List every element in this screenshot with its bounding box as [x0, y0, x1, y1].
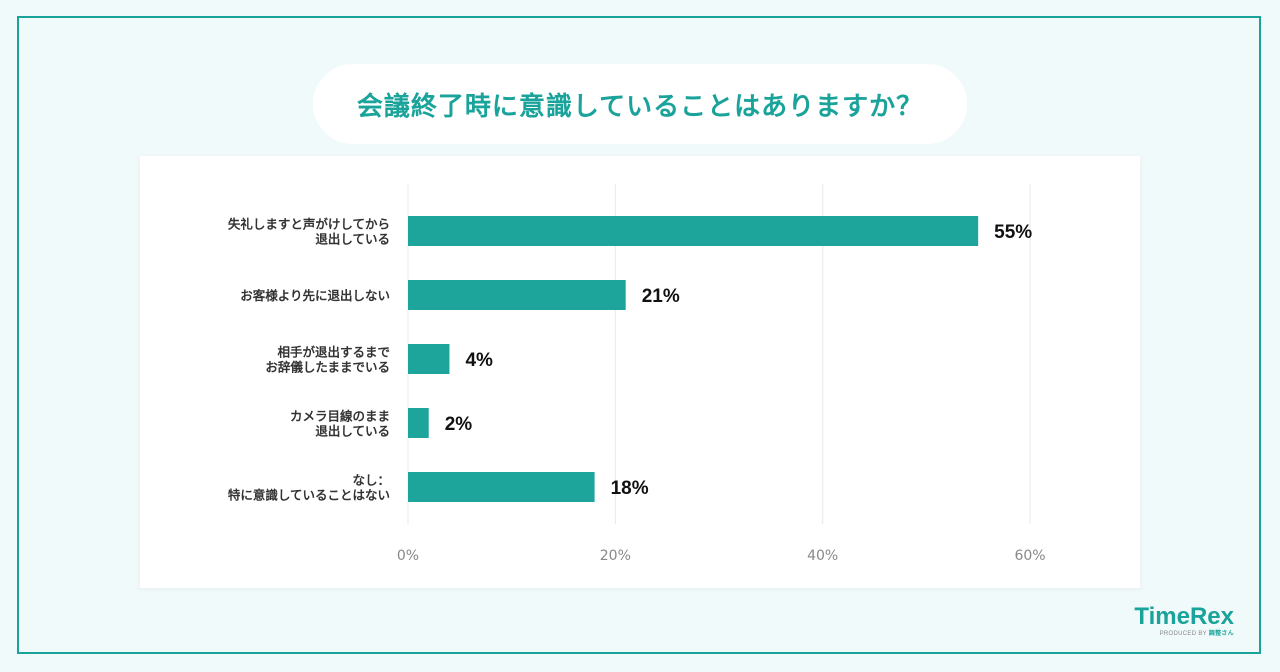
value-label: 21%	[642, 286, 680, 307]
logo-tagline-brand: 調整さん	[1208, 631, 1234, 637]
category-label: お客様より先に退出しない	[240, 288, 390, 303]
value-label: 2%	[445, 414, 473, 435]
page-frame	[17, 16, 1261, 654]
category-label: なし：特に意識していることはない	[228, 473, 390, 503]
bar	[408, 344, 450, 374]
timerex-logo[interactable]: TimeRex PRODUCED BY 調整さん	[1134, 604, 1234, 638]
bar-chart: 0% 20% 40% 60% 失礼しますと声がけしてから退出している 55% お客様より先に…	[228, 184, 1046, 564]
value-label: 4%	[465, 350, 493, 371]
x-tick-label: 60%	[1014, 548, 1045, 564]
bar	[408, 472, 595, 502]
x-tick-label: 20%	[600, 548, 631, 564]
category-label: 相手が退出するまでお辞儀したままでいる	[265, 345, 390, 375]
category-label: 失礼しますと声がけしてから退出している	[228, 217, 390, 247]
value-label: 18%	[611, 478, 649, 499]
category-label: カメラ目線のまま退出している	[290, 409, 390, 439]
value-label: 55%	[994, 222, 1032, 243]
x-tick-label: 0%	[397, 548, 419, 564]
logo-tagline-prefix: PRODUCED BY	[1159, 631, 1207, 637]
logo-name: TimeRex	[1134, 603, 1234, 630]
chart-card: 0% 20% 40% 60% 失礼しますと声がけしてから退出している 55% お客様より先に…	[140, 156, 1140, 588]
bar	[408, 408, 429, 438]
bar	[408, 280, 626, 310]
logo-tagline: PRODUCED BY 調整さん	[1134, 630, 1234, 638]
x-tick-label: 40%	[807, 548, 838, 564]
chart-title: 会議終了時に意識していることはありますか？	[313, 64, 967, 144]
bar	[408, 216, 979, 246]
